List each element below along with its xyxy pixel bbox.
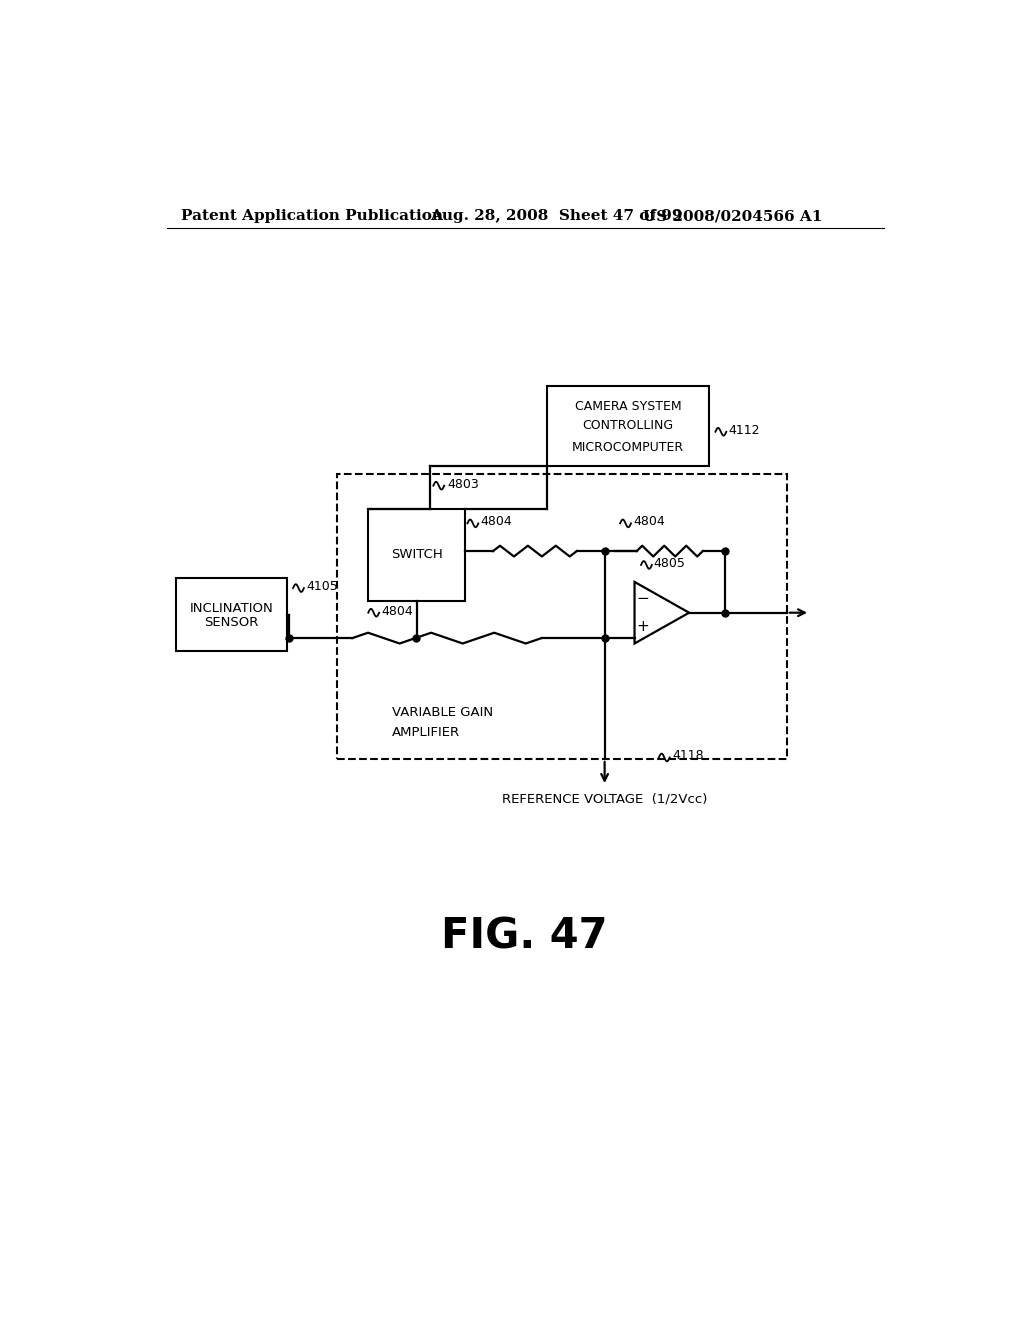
Text: 4112: 4112 <box>729 424 760 437</box>
Bar <box>176 578 287 651</box>
Bar <box>369 508 465 601</box>
Text: AMPLIFIER: AMPLIFIER <box>391 726 460 739</box>
Text: REFERENCE VOLTAGE  (1/2Vcc): REFERENCE VOLTAGE (1/2Vcc) <box>502 792 708 805</box>
Text: US 2008/0204566 A1: US 2008/0204566 A1 <box>643 209 822 223</box>
Text: 4804: 4804 <box>381 605 413 618</box>
Text: MICROCOMPUTER: MICROCOMPUTER <box>571 441 684 454</box>
Text: 4805: 4805 <box>653 557 685 570</box>
Text: 4118: 4118 <box>672 750 703 763</box>
Text: INCLINATION: INCLINATION <box>189 602 273 615</box>
Bar <box>547 385 710 466</box>
Text: −: − <box>636 591 648 606</box>
Text: +: + <box>636 619 648 634</box>
Text: VARIABLE GAIN: VARIABLE GAIN <box>391 706 493 719</box>
Text: 4804: 4804 <box>480 515 512 528</box>
Text: 4105: 4105 <box>306 579 338 593</box>
Text: CAMERA SYSTEM: CAMERA SYSTEM <box>574 400 681 413</box>
Text: 4804: 4804 <box>633 515 665 528</box>
Text: Patent Application Publication: Patent Application Publication <box>180 209 442 223</box>
Text: SWITCH: SWITCH <box>391 548 442 561</box>
Bar <box>337 474 786 759</box>
Text: FIG. 47: FIG. 47 <box>441 915 608 957</box>
Text: CONTROLLING: CONTROLLING <box>583 418 674 432</box>
Text: 4803: 4803 <box>447 478 479 491</box>
Text: Aug. 28, 2008  Sheet 47 of 99: Aug. 28, 2008 Sheet 47 of 99 <box>430 209 683 223</box>
Text: SENSOR: SENSOR <box>204 616 259 628</box>
